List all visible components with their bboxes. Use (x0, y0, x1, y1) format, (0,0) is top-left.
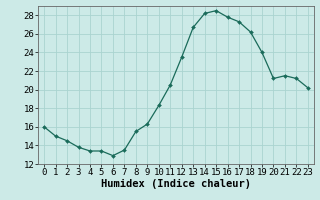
X-axis label: Humidex (Indice chaleur): Humidex (Indice chaleur) (101, 179, 251, 189)
